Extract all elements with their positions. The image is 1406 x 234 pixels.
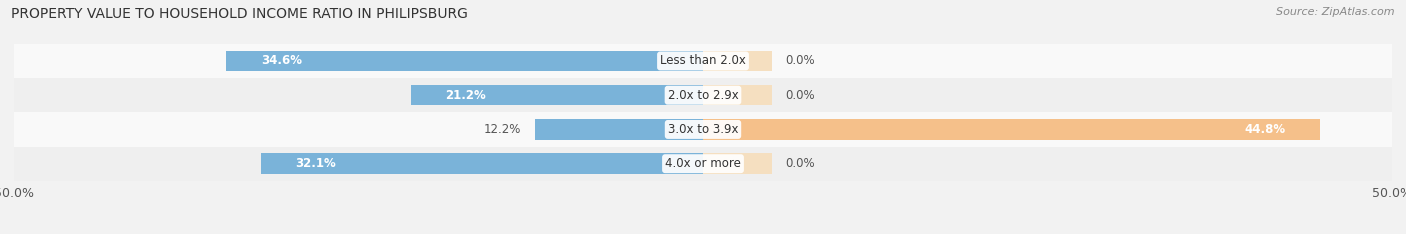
Text: 21.2%: 21.2% — [446, 89, 486, 102]
Text: PROPERTY VALUE TO HOUSEHOLD INCOME RATIO IN PHILIPSBURG: PROPERTY VALUE TO HOUSEHOLD INCOME RATIO… — [11, 7, 468, 21]
Bar — [14, 44, 1392, 78]
Text: 0.0%: 0.0% — [786, 55, 815, 67]
Bar — [703, 85, 772, 106]
Bar — [14, 78, 1392, 112]
Text: 4.0x or more: 4.0x or more — [665, 157, 741, 170]
Text: 2.0x to 2.9x: 2.0x to 2.9x — [668, 89, 738, 102]
Text: Source: ZipAtlas.com: Source: ZipAtlas.com — [1277, 7, 1395, 17]
Bar — [226, 51, 703, 71]
Bar — [14, 112, 1392, 146]
Bar — [703, 154, 772, 174]
Text: 32.1%: 32.1% — [295, 157, 336, 170]
Text: 44.8%: 44.8% — [1244, 123, 1286, 136]
Text: 34.6%: 34.6% — [260, 55, 302, 67]
Text: 0.0%: 0.0% — [786, 89, 815, 102]
Bar — [703, 51, 772, 71]
Bar — [260, 154, 703, 174]
Bar — [703, 119, 1320, 140]
Text: 0.0%: 0.0% — [786, 157, 815, 170]
Bar — [411, 85, 703, 106]
Text: 3.0x to 3.9x: 3.0x to 3.9x — [668, 123, 738, 136]
Text: 12.2%: 12.2% — [484, 123, 522, 136]
Bar — [534, 119, 703, 140]
Text: Less than 2.0x: Less than 2.0x — [659, 55, 747, 67]
Bar — [14, 146, 1392, 181]
